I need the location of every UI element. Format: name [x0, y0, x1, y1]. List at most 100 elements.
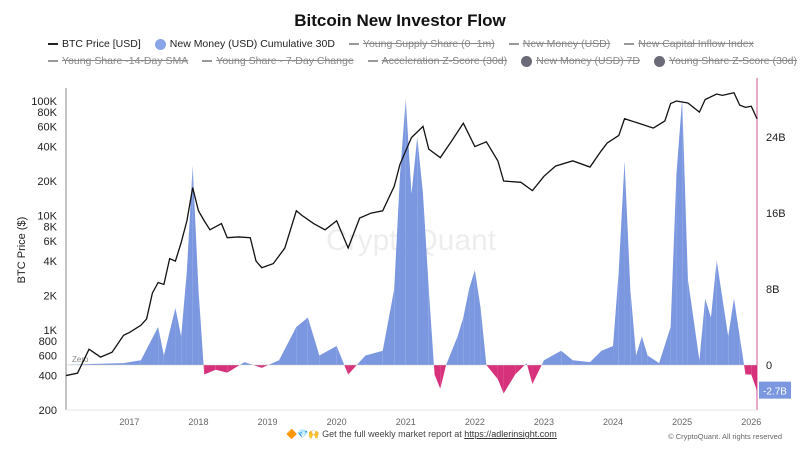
left-tick-label: 2K	[44, 291, 58, 303]
x-tick-label: 2017	[119, 417, 139, 427]
area-segment-negative	[503, 365, 516, 394]
left-tick-label: 200	[39, 405, 57, 417]
area-segment	[659, 327, 671, 365]
y-axis-title-left: BTC Price ($)	[16, 217, 28, 284]
left-tick-label: 1K	[44, 325, 58, 337]
legend-label: Young Share - 7-Day Change	[216, 55, 354, 67]
area-segment	[446, 336, 458, 365]
left-tick-label: 10K	[37, 211, 57, 223]
area-segment	[541, 360, 544, 365]
area-segment-negative	[751, 365, 757, 391]
area-segment	[198, 289, 204, 365]
left-tick-label: 600	[39, 350, 57, 362]
area-segment	[175, 308, 182, 365]
area-segment	[613, 270, 619, 365]
area-segment-negative	[486, 365, 498, 380]
area-segment	[319, 346, 337, 365]
legend-item[interactable]: New Money (USD) 7D	[521, 55, 640, 67]
left-tick-label: 80K	[37, 107, 57, 119]
x-tick-label: 2022	[465, 417, 485, 427]
area-segment	[728, 298, 734, 365]
legend-item[interactable]: BTC Price [USD]	[48, 38, 141, 50]
legend-row-1: BTC Price [USD] New Money (USD) Cumulativ…	[48, 38, 788, 50]
area-segment	[526, 363, 528, 365]
series-btc-price	[65, 92, 758, 377]
area-segment-negative	[204, 365, 216, 375]
legend-item[interactable]: New Money (USD)	[508, 38, 610, 50]
zero-label: Zero	[72, 355, 89, 364]
legend-label: New Money (USD) Cumulative 30D	[169, 38, 335, 50]
area-segment-negative	[497, 365, 504, 394]
footer-link[interactable]: https://adlerinsight.com	[464, 429, 557, 439]
area-segment	[561, 350, 573, 365]
area-segment	[682, 99, 688, 365]
legend-item[interactable]: Young Share -14-Day SMA	[48, 55, 188, 67]
area-segment	[227, 365, 240, 373]
x-tick-label: 2020	[327, 417, 347, 427]
area-segment	[382, 289, 395, 365]
area-segment	[601, 346, 614, 365]
area-segment	[417, 137, 424, 365]
area-segment	[203, 365, 205, 375]
area-segment	[348, 365, 357, 375]
legend-dot-icon	[521, 55, 533, 67]
area-segment	[433, 365, 435, 375]
copyright: © CryptoQuant. All rights reserved	[668, 432, 782, 441]
left-tick-label: 60K	[37, 121, 57, 133]
legend-label: Young Supply Share (0~1m)	[362, 38, 495, 50]
area-segment	[722, 298, 729, 365]
legend-item[interactable]: Young Supply Share (0~1m)	[348, 38, 495, 50]
legend-label: Young Share -14-Day SMA	[62, 55, 189, 67]
legend-dot-icon	[653, 55, 665, 67]
left-tick-label: 6K	[44, 236, 58, 248]
area-segment	[469, 270, 475, 365]
legend-line-icon	[202, 60, 213, 62]
area-segment	[365, 350, 383, 365]
area-segment	[244, 362, 254, 365]
right-tick-label: 16B	[766, 208, 786, 220]
x-tick-label: 2026	[741, 417, 761, 427]
x-tick-label: 2019	[258, 417, 278, 427]
area-segment	[515, 365, 525, 375]
area-segment	[89, 363, 124, 365]
area-segment	[716, 260, 723, 365]
legend-item[interactable]: Acceleration Z-Score (30d)	[367, 55, 507, 67]
area-segment	[543, 350, 562, 365]
left-tick-label: 40K	[37, 142, 57, 154]
series-new-money	[66, 99, 745, 365]
area-segment	[192, 165, 199, 365]
area-segment	[394, 175, 400, 365]
area-segment-negative	[440, 365, 447, 389]
footer-note: 🔶💎🙌 Get the full weekly market report at…	[286, 429, 557, 440]
area-segment	[670, 175, 677, 365]
area-segment	[630, 289, 637, 365]
area-segment-negative	[215, 365, 228, 373]
chart-title: Bitcoin New Investor Flow	[294, 11, 506, 30]
legend-item[interactable]: Young Share Z-Score (30d)	[653, 55, 798, 67]
legend-label: Young Share Z-Score (30d)	[668, 55, 798, 67]
legend-item[interactable]: New Money (USD) Cumulative 30D	[154, 38, 335, 50]
area-segment	[336, 346, 345, 365]
area-segment	[527, 365, 533, 384]
area-segment	[356, 355, 366, 365]
area-segment	[705, 298, 711, 365]
legend-line-icon	[367, 60, 378, 62]
legend-row-2: Young Share -14-Day SMA Young Share - 7-D…	[48, 55, 797, 67]
area-segment	[641, 336, 648, 365]
right-tick-label: 24B	[766, 132, 786, 144]
area-segment	[181, 270, 187, 365]
left-tick-label: 8K	[44, 222, 58, 234]
area-segment	[411, 137, 418, 365]
area-segment	[463, 289, 470, 365]
area-segment	[687, 279, 700, 365]
right-tick-label: 8B	[766, 284, 779, 296]
footer-emoji: 🔶💎🙌	[286, 429, 320, 439]
legend-dot-icon	[154, 38, 166, 50]
area-segment	[428, 289, 434, 365]
legend-item[interactable]: New Capital Inflow Index	[624, 38, 754, 50]
legend-item[interactable]: Young Share - 7-Day Change	[202, 55, 354, 67]
area-segment	[739, 336, 745, 365]
legend-line-icon	[48, 43, 58, 45]
area-segment	[647, 355, 660, 365]
area-segment-negative	[434, 365, 441, 389]
